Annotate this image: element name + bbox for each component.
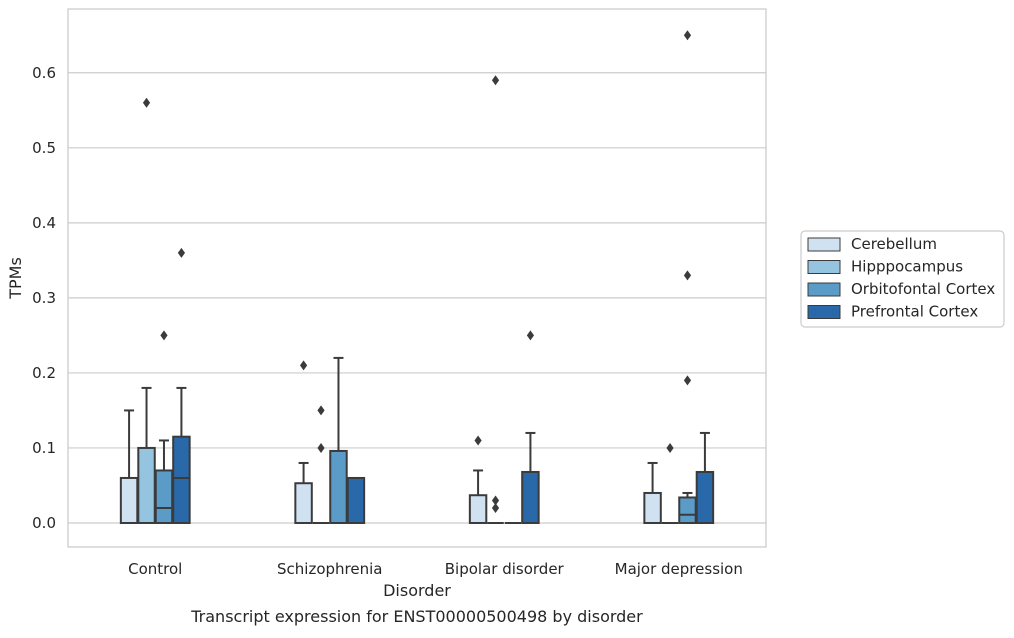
x-tick-label: Bipolar disorder: [445, 560, 565, 578]
y-tick-label: 0.2: [32, 364, 56, 382]
legend-frame: [800, 230, 1005, 328]
box: [294, 482, 313, 524]
box-cerebellum: [294, 360, 313, 524]
box-hipppocampus: [487, 75, 504, 524]
box: [695, 470, 715, 524]
outlier-point: [491, 75, 500, 86]
outlier-point: [491, 502, 500, 513]
legend-label: Orbitofontal Cortex: [851, 280, 995, 298]
box-hipppocampus: [137, 97, 156, 524]
box-orbitofontal-cortex: [678, 30, 697, 524]
box-orbitofontal-cortex: [154, 330, 174, 524]
box-hipppocampus: [661, 442, 679, 524]
y-tick-label: 0.6: [32, 64, 56, 82]
box: [346, 476, 366, 524]
x-axis-label: Disorder: [383, 581, 451, 600]
box: [521, 470, 540, 524]
box-cerebellum: [643, 461, 662, 524]
legend-swatch: [807, 282, 841, 297]
y-tick-label: 0.5: [32, 139, 56, 157]
box: [172, 435, 191, 524]
y-tick-label: 0.3: [32, 289, 56, 307]
y-tick-label: 0.1: [32, 439, 56, 457]
outlier-point: [317, 442, 325, 453]
y-tick-label: 0.4: [32, 214, 56, 232]
x-axis-ticks: Control Schizophrenia Bipolar disorder Majo…: [128, 560, 743, 578]
box: [643, 491, 662, 524]
legend-swatch: [807, 237, 841, 252]
box: [137, 446, 156, 524]
x-tick-label: Major depression: [615, 560, 743, 578]
outlier-point: [491, 495, 500, 506]
figure-caption: Transcript expression for ENST0000050049…: [190, 607, 643, 626]
legend-label: Cerebellum: [851, 235, 937, 253]
outlier-point: [683, 30, 692, 41]
outlier-point: [666, 442, 674, 453]
y-axis-label: TPMs: [6, 257, 25, 300]
box-prefrontal-cortex: [172, 247, 191, 524]
box-cerebellum: [119, 409, 139, 524]
outlier-point: [526, 330, 535, 341]
outlier-point: [683, 270, 692, 281]
box: [678, 496, 697, 524]
boxes: [119, 30, 715, 524]
box: [468, 494, 488, 524]
box: [119, 476, 139, 524]
box: [154, 469, 174, 524]
plot-area-frame: [67, 8, 767, 548]
legend-label: Hipppocampus: [851, 258, 963, 276]
outlier-point: [683, 375, 692, 386]
x-tick-label: Control: [128, 560, 182, 578]
box-orbitofontal-cortex: [329, 356, 348, 524]
box-prefrontal-cortex: [695, 431, 715, 524]
legend-label: Prefrontal Cortex: [851, 303, 978, 321]
legend: Cerebellum Hipppocampus Orbitofontal Corte…: [800, 230, 1005, 328]
box-cerebellum: [468, 435, 488, 524]
outlier-point: [474, 435, 482, 446]
box-prefrontal-cortex: [346, 476, 366, 524]
y-tick-label: 0.0: [32, 514, 56, 532]
box-prefrontal-cortex: [521, 330, 540, 524]
outlier-point: [142, 97, 151, 108]
x-tick-label: Schizophrenia: [277, 560, 382, 578]
outlier-point: [160, 330, 168, 341]
box-hipppocampus: [312, 405, 330, 524]
legend-swatch: [807, 305, 841, 319]
outlier-point: [177, 247, 186, 258]
y-axis-ticks: 0.0 0.1 0.2 0.3 0.4 0.5 0.6: [32, 64, 56, 532]
outlier-point: [317, 405, 325, 416]
outlier-point: [299, 360, 308, 371]
legend-swatch: [807, 260, 841, 274]
box: [329, 449, 348, 524]
